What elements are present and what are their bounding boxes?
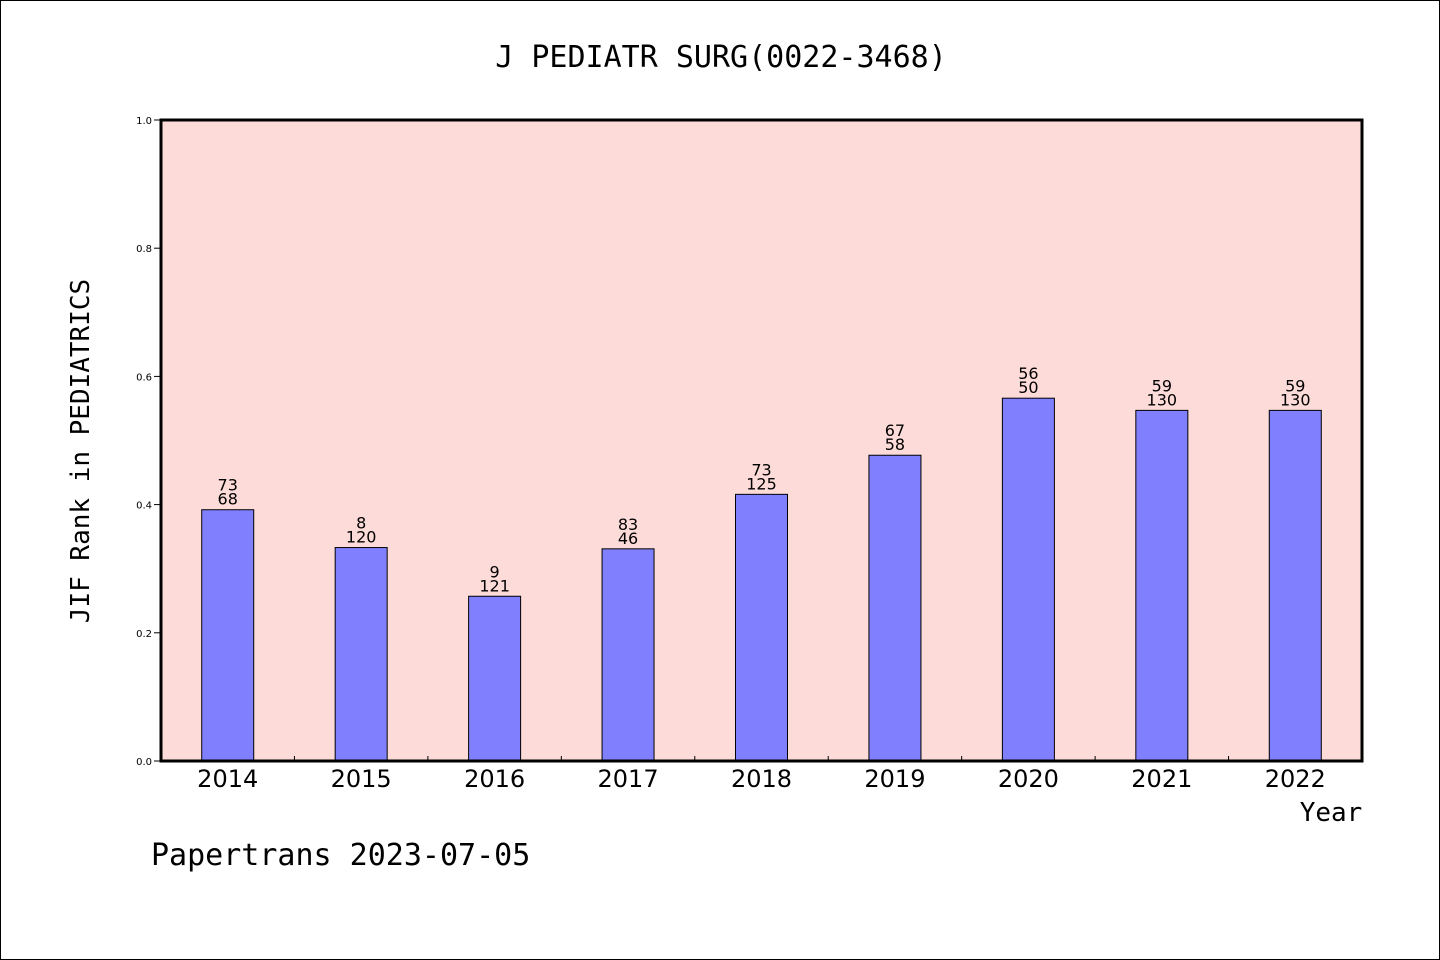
bar-2021 [1135,409,1189,762]
y-tick-label: 0.4 [136,501,152,512]
bar-label-bottom: 121 [479,576,510,595]
bar-label-top: 8 [356,514,366,533]
x-tick-label: 2014 [197,765,258,793]
x-tick-label: 2016 [464,765,525,793]
bar-label-top: 56 [1018,364,1038,383]
bar-2014 [201,509,255,762]
y-axis: 0.0 0.2 0.4 0.6 0.8 1.0 [136,116,161,768]
bar-2016 [468,595,522,762]
x-tick-label: 2022 [1265,765,1326,793]
x-tick-label: 2017 [598,765,659,793]
bar-2020 [1001,397,1055,762]
y-tick-label: 1.0 [136,116,152,127]
bar-label-bottom: 50 [1018,378,1038,397]
x-tick-label: 2018 [731,765,792,793]
bar-2017 [601,548,655,762]
x-tick-label: 2020 [998,765,1059,793]
y-axis-title: JIF Rank in PEDIATRICS [66,279,96,623]
bar-label-bottom: 58 [885,435,905,454]
x-axis: 2014 2015 2016 2017 2018 2019 2020 2021 2022 [197,756,1326,793]
bar-label-bottom: 130 [1147,390,1178,409]
chart-title: J PEDIATR SURG(0022-3468) [495,40,947,75]
bar-label-top: 73 [751,460,771,479]
y-tick-label: 0.2 [136,629,152,640]
bar-label-top: 73 [218,476,238,495]
bar-label-top: 59 [1152,376,1172,395]
plot-frame [159,118,1364,763]
x-tick-label: 2015 [331,765,392,793]
footer-watermark: Papertrans 2023-07-05 [151,838,530,873]
bar-label-bottom: 125 [746,474,777,493]
x-tick-label: 2021 [1131,765,1192,793]
bar-label-top: 67 [885,421,905,440]
bar-2018 [735,493,788,762]
bar-2015 [334,547,388,762]
bar-label-bottom: 46 [618,529,638,548]
y-tick-label: 0.0 [136,757,152,768]
bar-2019 [868,454,922,762]
x-tick-label: 2019 [864,765,925,793]
bar-label-bottom: 68 [218,490,238,509]
bar-2022 [1268,409,1322,762]
bar-label-top: 9 [490,562,500,581]
bar-label-bottom: 120 [346,528,377,547]
bar-label-top: 59 [1285,376,1305,395]
y-tick-label: 0.6 [136,372,152,383]
bar-label-bottom: 130 [1280,390,1311,409]
bar-label-top: 83 [618,515,638,534]
y-tick-label: 0.8 [136,244,152,255]
x-axis-title: Year [1300,798,1363,828]
